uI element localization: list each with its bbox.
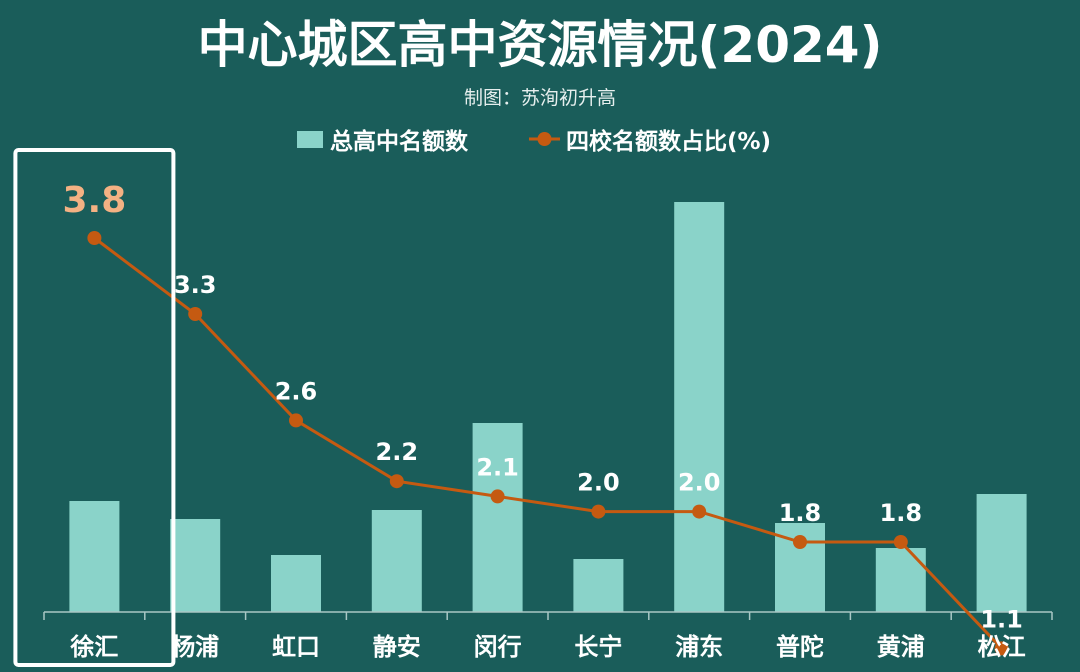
bar-闵行 <box>472 423 523 612</box>
legend-bar-label: 总高中名额数 <box>330 128 469 155</box>
x-axis-tick-labels: 徐汇 杨浦 虹口 静安 闵行 长宁 浦东 普陀 黄浦 松江 <box>69 633 1025 661</box>
x-tick-label-杨浦: 杨浦 <box>171 633 219 661</box>
line-point-静安 <box>389 474 404 489</box>
x-tick-label-徐汇: 徐汇 <box>69 633 118 661</box>
data-label-浦东: 2.0 <box>678 469 721 497</box>
x-tick-label-普陀: 普陀 <box>776 633 824 661</box>
chart-subtitle: 制图：苏洵初升高 <box>464 87 616 109</box>
legend-line-label: 四校名额数占比(%) <box>566 128 771 155</box>
data-label-黄浦: 1.8 <box>880 499 923 527</box>
chart-title: 中心城区高中资源情况(2024) <box>198 16 883 74</box>
data-label-长宁: 2.0 <box>577 469 620 497</box>
line-point-虹口 <box>289 413 303 428</box>
data-label-松江: 1.1 <box>980 605 1023 633</box>
bar-虹口 <box>271 555 321 612</box>
highlight-box <box>13 148 176 667</box>
x-tick-label-虹口: 虹口 <box>272 633 320 661</box>
line-point-徐汇 <box>87 231 102 245</box>
data-label-徐汇: 3.8 <box>63 180 127 221</box>
line-point-杨浦 <box>188 307 203 321</box>
line-point-闵行 <box>490 489 505 504</box>
line-path <box>93 236 1003 650</box>
data-label-杨浦: 3.3 <box>174 271 217 299</box>
bar-静安 <box>371 510 422 612</box>
bar-松江 <box>976 494 1027 612</box>
data-label-虹口: 2.6 <box>275 377 318 405</box>
legend-bar-swatch <box>297 131 323 148</box>
bar-长宁 <box>573 559 624 612</box>
legend: 总高中名额数 四校名额数占比(%) <box>297 128 771 155</box>
bar-series <box>69 202 1027 612</box>
bar-杨浦 <box>170 519 221 612</box>
x-axis-ticks <box>43 612 1053 620</box>
bar-徐汇 <box>69 501 120 612</box>
x-tick-label-黄浦: 黄浦 <box>877 633 925 661</box>
legend-line-marker <box>537 132 552 146</box>
data-label-静安: 2.2 <box>376 438 419 466</box>
line-point-浦东 <box>692 504 707 519</box>
line-point-松江 <box>994 641 1009 656</box>
x-tick-label-松江: 松江 <box>978 633 1026 661</box>
bar-黄浦 <box>875 548 926 612</box>
bar-浦东 <box>674 202 725 612</box>
line-data-labels: 3.8 3.3 2.6 2.2 2.1 2.0 2.0 1.8 1.8 1.1 <box>63 180 1023 633</box>
x-tick-label-长宁: 长宁 <box>574 633 622 661</box>
data-label-普陀: 1.8 <box>779 499 822 527</box>
x-tick-label-闵行: 闵行 <box>474 633 522 661</box>
line-point-黄浦 <box>893 535 908 549</box>
data-label-闵行: 2.1 <box>476 453 519 481</box>
x-tick-label-浦东: 浦东 <box>675 633 723 661</box>
line-point-长宁 <box>591 504 606 519</box>
line-series <box>87 231 1009 656</box>
line-point-普陀 <box>793 535 807 549</box>
x-tick-label-静安: 静安 <box>373 633 421 661</box>
